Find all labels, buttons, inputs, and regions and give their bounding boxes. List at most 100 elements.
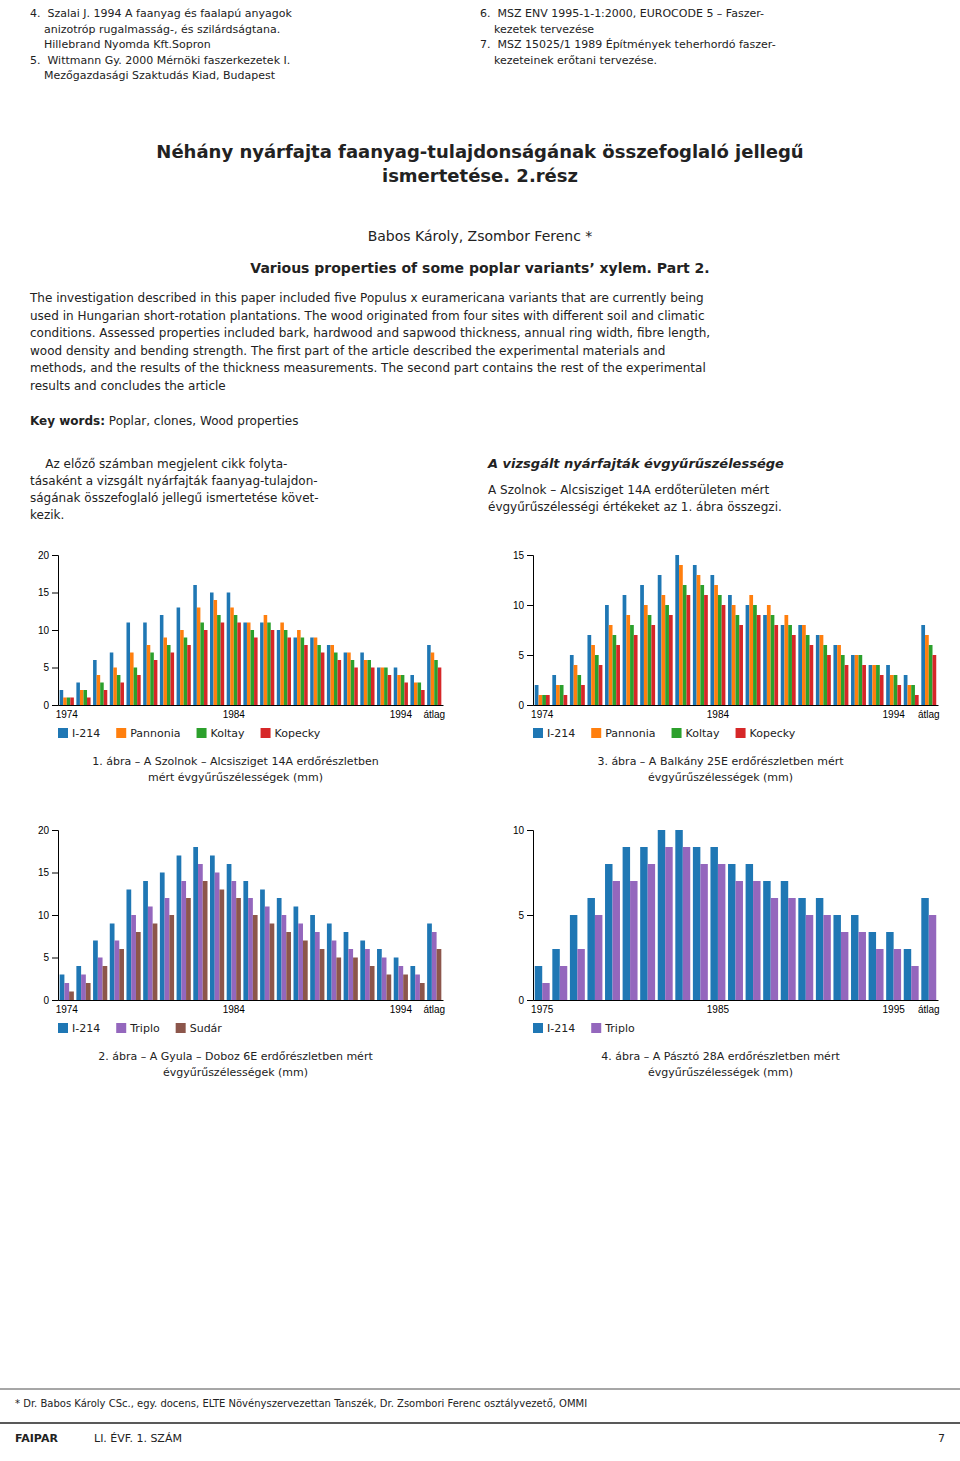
reference: Mezőgazdasági Szaktudás Kiad, Budapest <box>30 69 276 82</box>
bar <box>820 635 824 705</box>
bar <box>104 690 108 705</box>
bar <box>234 615 238 705</box>
bar <box>841 932 848 1000</box>
y-axis-line <box>527 556 534 706</box>
bar <box>180 630 184 705</box>
bar <box>810 645 814 705</box>
bar <box>103 966 108 1000</box>
y-tick-label: 0 <box>518 995 524 1006</box>
legend-item: I-214 <box>58 727 100 740</box>
bar <box>746 605 750 705</box>
legend: I-214TriploSudár <box>58 1022 222 1035</box>
page-text: 4. Szalai J. 1994 A faanyag és faalapú a… <box>29 7 804 522</box>
bar <box>147 645 151 705</box>
x-axis: 197419841994átlag <box>56 1001 445 1016</box>
bar <box>70 698 74 706</box>
bar <box>126 623 130 706</box>
y-axis-line <box>52 556 59 706</box>
bar <box>858 655 862 705</box>
bar <box>570 655 574 705</box>
y-tick: 5 <box>518 650 533 661</box>
bar <box>310 915 315 1000</box>
y-tick-mark <box>52 830 58 831</box>
bar <box>570 915 577 1000</box>
x-tick-label: 1994 <box>390 1004 413 1015</box>
bar <box>921 625 925 705</box>
y-tick: 15 <box>513 550 533 561</box>
bar <box>609 625 613 705</box>
legend: I-214PannoniaKoltayKopecky <box>533 727 796 740</box>
bars <box>535 555 936 705</box>
bar <box>181 881 186 1000</box>
bar <box>353 958 358 1001</box>
bar <box>237 623 241 706</box>
bar <box>700 864 707 1000</box>
y-axis: 05101520 <box>38 825 59 1006</box>
bars <box>535 830 936 1000</box>
x-tick: 1984 <box>223 1004 246 1015</box>
bar <box>784 615 788 705</box>
bar <box>535 685 539 705</box>
bar <box>160 873 165 1001</box>
bar <box>630 625 634 705</box>
bar <box>381 668 385 706</box>
legend-item: Koltay <box>672 727 721 740</box>
bar <box>669 615 673 705</box>
bar <box>98 958 103 1001</box>
bar <box>351 660 355 705</box>
x-axis-line <box>59 705 444 706</box>
y-tick-label: 10 <box>38 910 50 921</box>
series <box>60 585 431 705</box>
bar <box>736 615 740 705</box>
y-tick-mark <box>52 1000 58 1001</box>
chart-subtitle: évgyűrűszélességek (mm) <box>648 771 793 784</box>
bar <box>823 915 830 1000</box>
bar <box>714 585 718 705</box>
y-tick-mark <box>52 593 58 594</box>
series <box>63 600 434 705</box>
bar <box>876 949 883 1000</box>
legend-swatch <box>116 728 126 738</box>
bar <box>120 683 124 706</box>
bar <box>110 924 115 1001</box>
bar <box>197 608 201 706</box>
legend-swatch <box>116 1023 126 1033</box>
bar <box>134 668 138 706</box>
bar <box>81 975 86 1001</box>
x-tick: átlag <box>918 1004 940 1015</box>
bar <box>115 941 120 1001</box>
chart-title: 4. ábra – A Pásztó 28A erdőrészletben mé… <box>601 1050 840 1063</box>
bar <box>210 856 215 1001</box>
bar <box>303 941 308 1001</box>
bar <box>371 668 375 706</box>
legend-item: Triplo <box>591 1022 635 1035</box>
x-tick-label: 1984 <box>223 1004 246 1015</box>
bar <box>204 630 208 705</box>
bar <box>798 625 802 705</box>
x-tick: 1984 <box>223 709 246 720</box>
bar <box>184 638 188 706</box>
bar <box>693 565 697 705</box>
reference: anizotróp rugalmasság-, és szilárdságtan… <box>30 23 280 36</box>
x-tick-label: 1975 <box>531 1004 554 1015</box>
y-tick-mark <box>52 630 58 631</box>
bar <box>277 630 281 705</box>
bar <box>434 660 438 705</box>
x-tick-label: 1994 <box>390 709 413 720</box>
x-tick: 1994 <box>390 1004 413 1015</box>
y-tick-mark <box>52 915 58 916</box>
reference: kezetek tervezése <box>480 23 594 36</box>
reference: 4. Szalai J. 1994 A faanyag és faalapú a… <box>30 7 292 20</box>
bar <box>894 675 898 705</box>
y-tick-label: 10 <box>513 600 525 611</box>
bar <box>704 595 708 705</box>
bar <box>432 932 437 1000</box>
bar <box>802 625 806 705</box>
bar <box>270 924 275 1001</box>
bar <box>100 683 104 706</box>
bar <box>546 695 550 705</box>
x-tick-label: átlag <box>423 1004 445 1015</box>
bar <box>827 655 831 705</box>
y-tick-label: 5 <box>518 650 524 661</box>
bar <box>83 690 87 705</box>
